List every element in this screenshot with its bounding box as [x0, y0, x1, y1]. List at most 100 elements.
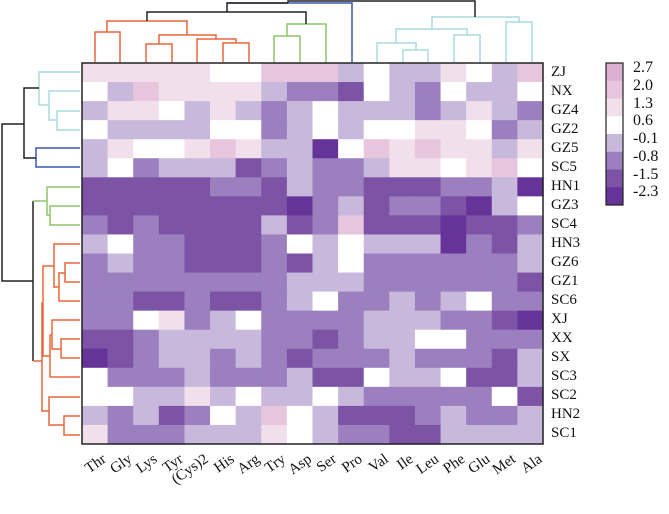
- heatmap-cell: [338, 177, 365, 197]
- legend-swatch: [606, 116, 623, 135]
- heatmap-cell: [133, 215, 160, 236]
- heatmap-cell: [286, 63, 314, 83]
- heatmap-cell: [338, 291, 365, 312]
- heatmap-cell: [133, 234, 160, 255]
- heatmap-cell: [184, 82, 211, 102]
- heatmap-cell: [491, 215, 518, 236]
- row-label: GZ2: [551, 120, 579, 137]
- heatmap-cell: [107, 120, 134, 140]
- heatmap-cell: [82, 424, 109, 445]
- heatmap-cell: [261, 63, 288, 83]
- heatmap-cell: [261, 424, 288, 445]
- heatmap-cell: [184, 272, 211, 293]
- heatmap-cell: [491, 101, 518, 121]
- heatmap-cell: [363, 215, 390, 236]
- heatmap-cell: [517, 120, 544, 140]
- heatmap-cell: [440, 405, 467, 426]
- heatmap-cell: [235, 424, 262, 445]
- heatmap-cell: [184, 386, 211, 407]
- heatmap-cell: [517, 158, 544, 178]
- heatmap-cell: [82, 386, 109, 407]
- heatmap-cell: [363, 367, 390, 388]
- heatmap-cell: [414, 291, 442, 312]
- heatmap-cell: [133, 367, 160, 388]
- heatmap-cell: [286, 196, 314, 216]
- heatmap-cell: [158, 158, 186, 178]
- heatmap-cell: [210, 234, 237, 255]
- heatmap-cell: [82, 196, 109, 216]
- heatmap-cell: [338, 310, 365, 331]
- row-label: SC5: [551, 158, 577, 175]
- heatmap-cell: [414, 139, 442, 159]
- heatmap-cell: [133, 63, 160, 83]
- heatmap-cell: [158, 215, 186, 236]
- heatmap-cell: [338, 120, 365, 140]
- heatmap-cell: [261, 177, 288, 197]
- heatmap-cell: [363, 63, 390, 83]
- heatmap-cell: [235, 120, 262, 140]
- heatmap-cell: [261, 329, 288, 350]
- heatmap-cell: [158, 348, 186, 369]
- heatmap-cell: [517, 234, 544, 255]
- heatmap-cell: [210, 272, 237, 293]
- heatmap-cell: [312, 215, 339, 236]
- heatmap-cell: [517, 196, 544, 216]
- heatmap-cell: [517, 177, 544, 197]
- heatmap-cell: [107, 215, 134, 236]
- legend-border: [605, 62, 624, 206]
- heatmap-cell: [389, 215, 416, 236]
- heatmap-cell: [107, 310, 134, 331]
- heatmap-cell: [389, 139, 416, 159]
- row-label: SC1: [551, 425, 577, 442]
- heatmap-cell: [286, 82, 314, 102]
- heatmap-cell: [389, 272, 416, 293]
- heatmap-cell: [389, 82, 416, 102]
- heatmap-cell: [184, 253, 211, 274]
- heatmap-cell: [414, 215, 442, 236]
- heatmap-cell: [440, 310, 467, 331]
- heatmap-cell: [261, 310, 288, 331]
- heatmap-cell: [517, 367, 544, 388]
- heatmap-cell: [82, 310, 109, 331]
- heatmap-cell: [312, 196, 339, 216]
- heatmap-cell: [312, 405, 339, 426]
- heatmap-cell: [312, 348, 339, 369]
- heatmap-cell: [491, 234, 518, 255]
- heatmap-cell: [491, 329, 518, 350]
- heatmap-cell: [82, 101, 109, 121]
- heatmap-cell: [235, 139, 262, 159]
- heatmap-cell: [389, 234, 416, 255]
- heatmap-cell: [158, 367, 186, 388]
- heatmap-cell: [466, 139, 493, 159]
- heatmap-cell: [235, 367, 262, 388]
- legend-tick-label: -0.1: [633, 130, 659, 147]
- heatmap-cell: [235, 158, 262, 178]
- heatmap-cell: [133, 158, 160, 178]
- row-label: XJ: [551, 311, 568, 328]
- heatmap-cell: [491, 272, 518, 293]
- heatmap-cell: [261, 139, 288, 159]
- heatmap-cell: [440, 63, 467, 83]
- heatmap-cell: [286, 253, 314, 274]
- heatmap-cell: [414, 348, 442, 369]
- heatmap-cell: [466, 272, 493, 293]
- heatmap-cell: [389, 405, 416, 426]
- heatmap-cell: [158, 196, 186, 216]
- heatmap-cell: [158, 63, 186, 83]
- heatmap-cell: [133, 329, 160, 350]
- row-label: XX: [551, 330, 573, 347]
- row-label: SX: [551, 349, 571, 366]
- heatmap-cell: [235, 63, 262, 83]
- heatmap-cell: [107, 177, 134, 197]
- heatmap-cell: [312, 386, 339, 407]
- heatmap-cell: [312, 367, 339, 388]
- heatmap-cell: [286, 386, 314, 407]
- heatmap-cell: [184, 158, 211, 178]
- heatmap-cell: [338, 215, 365, 236]
- heatmap-cell: [312, 310, 339, 331]
- heatmap-cell: [491, 82, 518, 102]
- heatmap-cell: [389, 63, 416, 83]
- heatmap-cell: [210, 348, 237, 369]
- heatmap-cell: [491, 424, 518, 445]
